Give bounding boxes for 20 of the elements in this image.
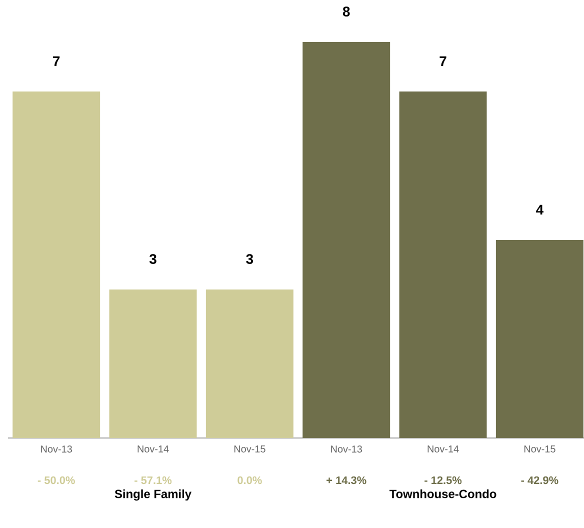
text: 0.0% bbox=[238, 476, 262, 484]
data-label: 8 bbox=[342, 6, 350, 16]
text: - 12.5% bbox=[424, 476, 462, 484]
data-label: 7 bbox=[53, 56, 60, 66]
text: - 50.0% bbox=[38, 476, 75, 484]
x-tick-label: Nov-14 bbox=[138, 446, 169, 452]
data-label: 3 bbox=[246, 254, 254, 264]
x-axis-title: Townhouse-Condo bbox=[389, 489, 496, 498]
data-label: 7 bbox=[440, 56, 446, 66]
x-tick-label: Nov-14 bbox=[428, 446, 459, 452]
text: + 14.3% bbox=[326, 476, 366, 484]
text: - 57.1% bbox=[134, 476, 172, 484]
x-axis-title: Single Family bbox=[114, 489, 192, 501]
x-tick-label: Nov-13 bbox=[41, 446, 72, 453]
text: - 42.9% bbox=[521, 476, 558, 484]
x-tick-label: Nov-15 bbox=[234, 446, 266, 452]
x-tick-label: Nov-13 bbox=[331, 446, 362, 453]
data-label: 3 bbox=[149, 254, 156, 264]
x-tick-label: Nov-15 bbox=[524, 446, 556, 452]
data-label: 4 bbox=[536, 204, 544, 214]
